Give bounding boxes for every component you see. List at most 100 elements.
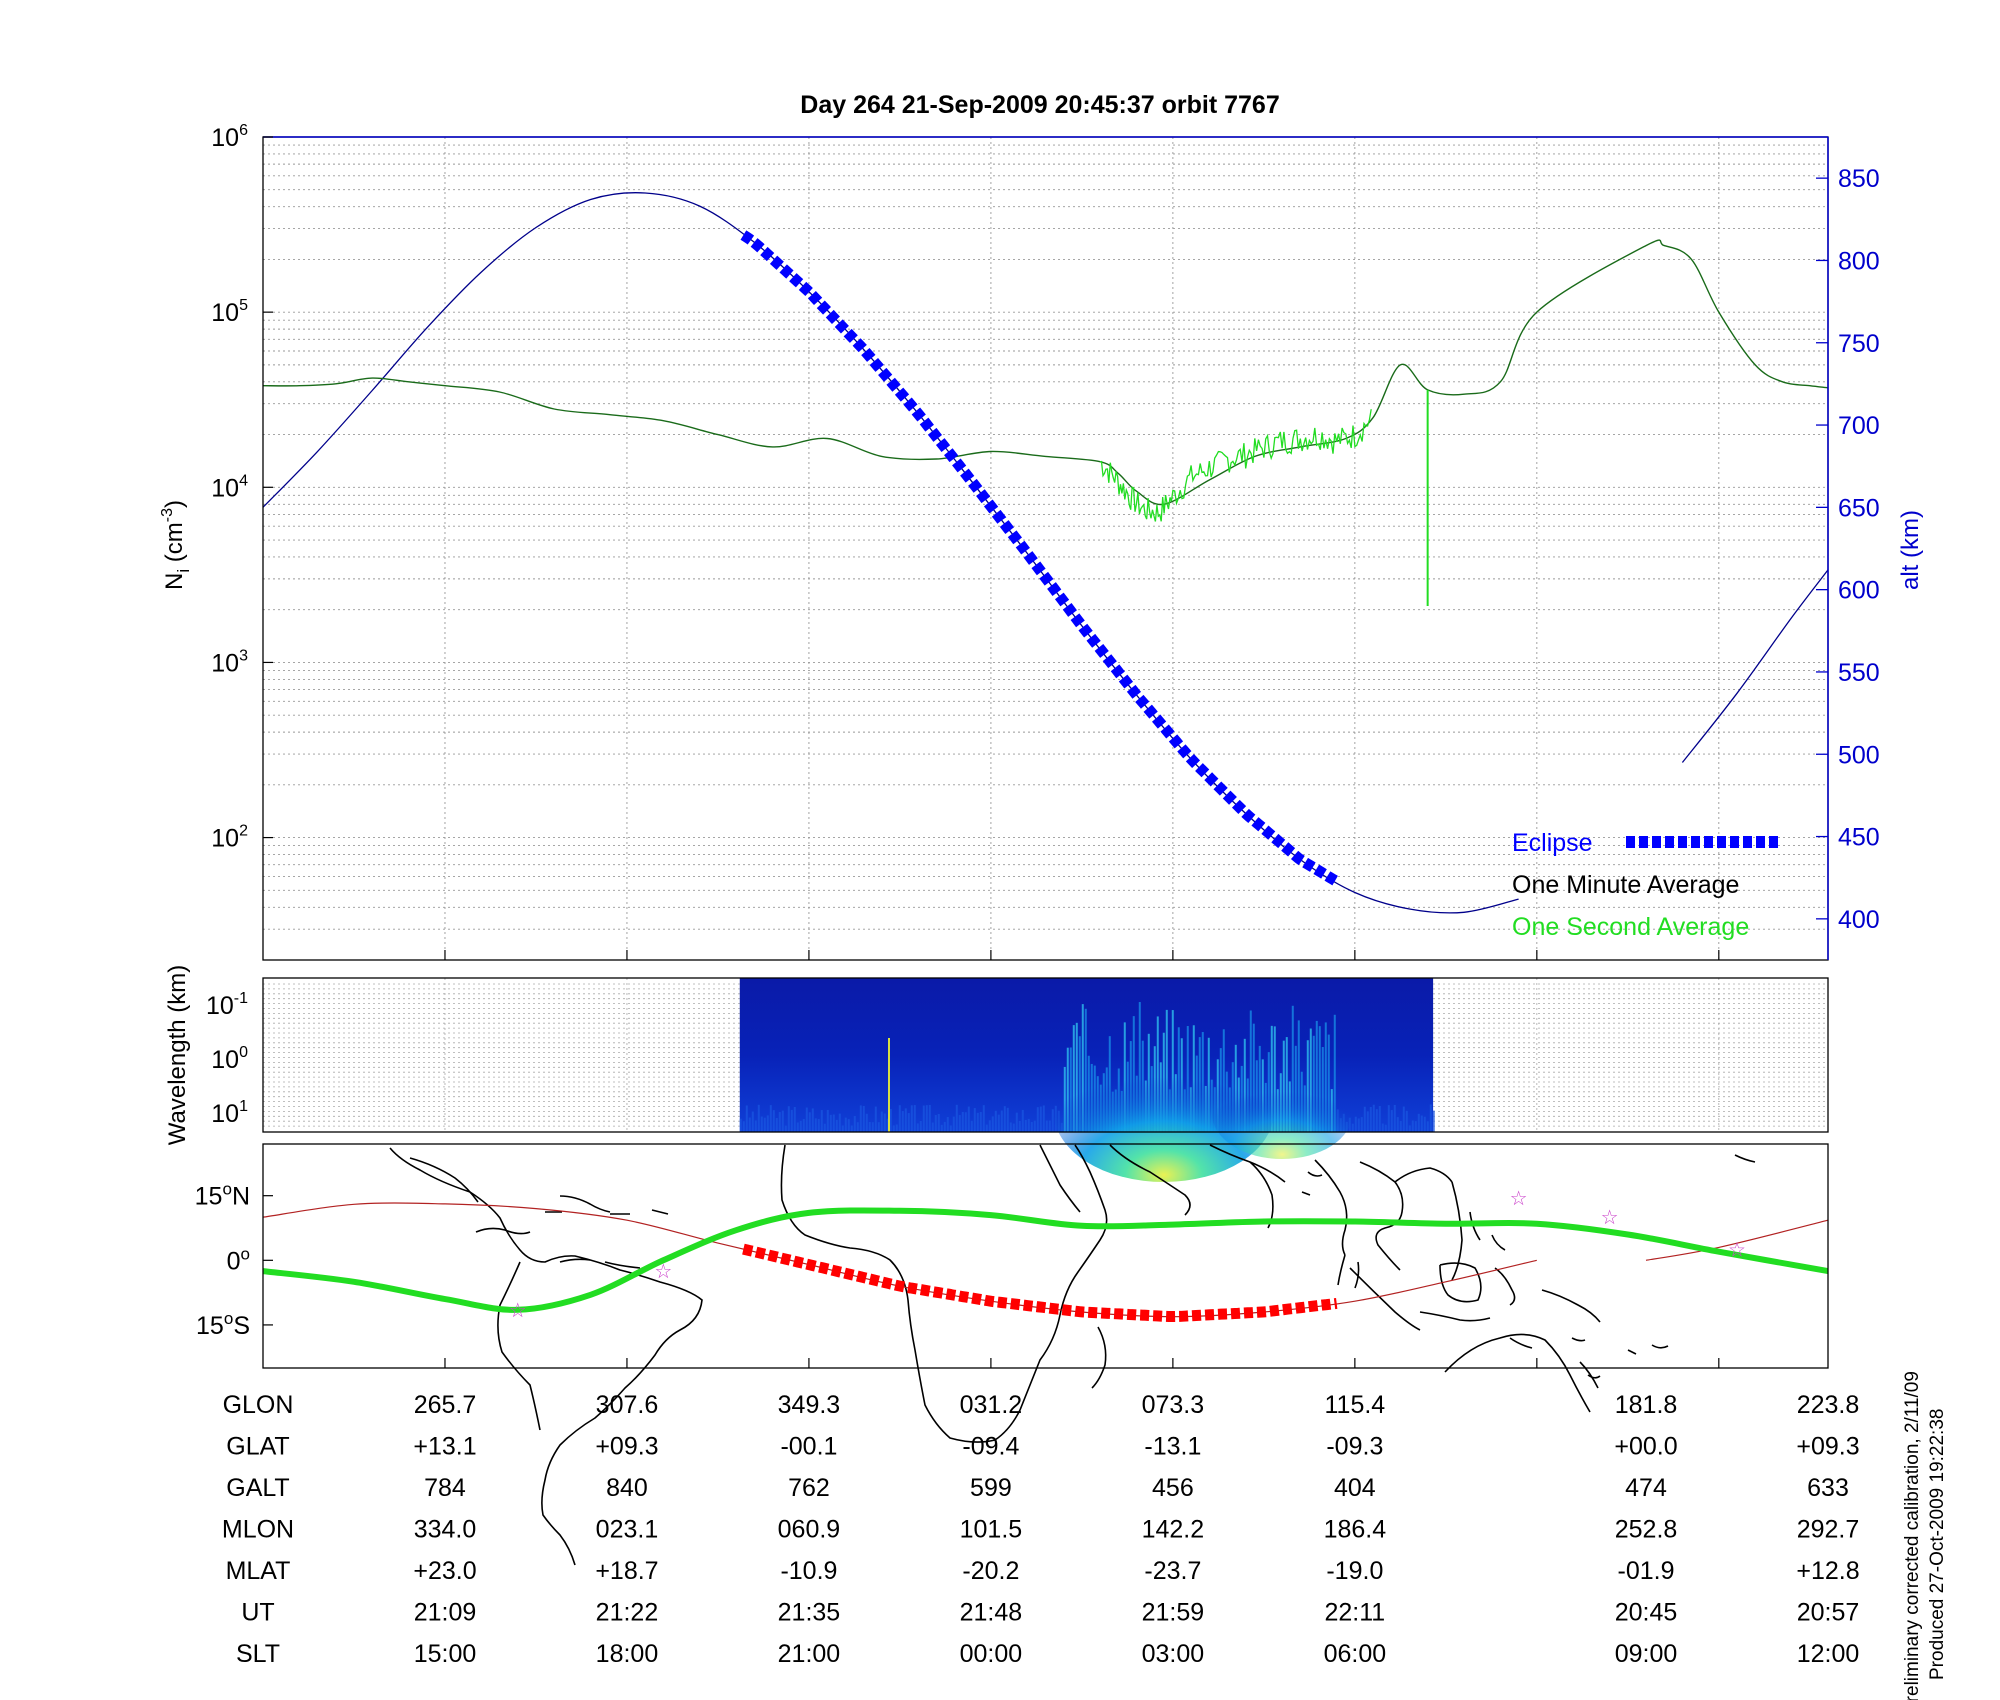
station-star-icon: ☆ (1601, 1207, 1619, 1229)
spectrogram-column (940, 1124, 943, 1132)
table-cell: 06:00 (1324, 1640, 1387, 1668)
spectrogram-column (1006, 1107, 1009, 1132)
altitude-tick-label: 600 (1838, 577, 1880, 605)
spectrogram-column (985, 1124, 988, 1132)
spectrogram-column (964, 1112, 967, 1132)
spectrogram-column (1405, 1110, 1408, 1132)
density-minute-curve (262, 239, 1829, 506)
table-cell: 186.4 (1324, 1516, 1387, 1544)
spectrogram-column (1432, 1110, 1435, 1132)
spectrogram-column (868, 1122, 871, 1132)
spectrogram-column (1387, 1105, 1390, 1132)
table-cell: 292.7 (1797, 1516, 1860, 1544)
spectrogram-image (739, 978, 1435, 1182)
spectrogram-column (1030, 1121, 1033, 1132)
spectrogram-column (1378, 1106, 1381, 1132)
station-star-icon: ☆ (509, 1300, 527, 1322)
spectrogram-column (931, 1122, 934, 1132)
spectrogram-column (784, 1125, 787, 1132)
altitude-tick-label: 750 (1838, 330, 1880, 358)
spectrogram-column (823, 1123, 826, 1132)
table-cell: 115.4 (1325, 1391, 1386, 1419)
spectrogram-column (955, 1104, 958, 1132)
table-cell: 840 (606, 1474, 648, 1502)
spectrogram-column (739, 1118, 742, 1132)
spectrogram-column (919, 1120, 922, 1132)
density-minute-line (262, 239, 1829, 506)
density-tick-label: 106 (211, 122, 248, 152)
table-cell: -10.9 (780, 1557, 837, 1585)
spectrogram-column (1375, 1109, 1378, 1132)
density-second-curve (1099, 389, 1429, 606)
spectrogram-column (832, 1114, 835, 1132)
spectrogram-column (892, 1125, 895, 1132)
table-cell: 20:57 (1797, 1599, 1860, 1627)
spectrogram-column (859, 1105, 862, 1132)
table-cell: 060.9 (778, 1516, 841, 1544)
spectrogram-column (895, 1124, 898, 1132)
spectrogram-column (1048, 1120, 1051, 1132)
spectrogram-column (1000, 1110, 1003, 1132)
spectrogram-column (1009, 1122, 1012, 1132)
spectrogram-column (877, 1122, 880, 1132)
table-cell: 456 (1152, 1474, 1194, 1502)
spectrogram-column (1357, 1118, 1360, 1132)
spectrogram-column (1045, 1120, 1048, 1132)
legend-minute-label: One Minute Average (1512, 871, 1739, 899)
footnote-line2: Produced 27-Oct-2009 19:22:38 (1927, 1409, 1948, 1680)
spectrogram-column (1429, 1104, 1432, 1132)
spectrogram-column (880, 1111, 883, 1132)
spectrogram-column (775, 1118, 778, 1132)
spectrogram-column (973, 1108, 976, 1132)
spectrogram-column (1051, 1109, 1054, 1132)
spectrogram-column (961, 1111, 964, 1132)
spectrogram-column (766, 1115, 769, 1132)
table-cell: 21:09 (414, 1599, 477, 1627)
spectrogram-column (1369, 1106, 1372, 1132)
density-tick-label: 105 (211, 297, 248, 327)
spectrogram-column (937, 1114, 940, 1132)
table-cell: 142.2 (1142, 1516, 1205, 1544)
spectrogram-column (748, 1117, 751, 1132)
spectrogram-column (787, 1106, 790, 1132)
spectrogram-column (946, 1117, 949, 1132)
spectrogram-column (856, 1122, 859, 1132)
table-row-label: GLAT (226, 1433, 289, 1461)
table-cell: 404 (1334, 1474, 1376, 1502)
spectrogram-column (991, 1116, 994, 1132)
spectrogram-column (1354, 1116, 1357, 1132)
spectrogram-column (835, 1119, 838, 1132)
spectrogram-column (1396, 1117, 1399, 1132)
table-cell: +18.7 (595, 1557, 658, 1585)
table-cell: 12:00 (1797, 1640, 1860, 1668)
spectrogram-hotspot (1212, 1069, 1353, 1159)
table-cell: 181.8 (1615, 1391, 1678, 1419)
table-cell: 09:00 (1615, 1640, 1678, 1668)
legend-eclipse-label: Eclipse (1512, 829, 1593, 857)
spectrogram-column (760, 1116, 763, 1132)
spectrogram-column (862, 1105, 865, 1132)
altitude-curve (262, 192, 1829, 914)
altitude-tick-label: 400 (1838, 906, 1880, 934)
altitude-tick-label: 700 (1838, 412, 1880, 440)
spectrogram-column (850, 1125, 853, 1132)
altitude-y-ticks: 400 450 500 550 600 650 700 750 800 850 (1816, 165, 1880, 934)
table-cell: 03:00 (1142, 1640, 1205, 1668)
spectrogram-column (841, 1125, 844, 1132)
table-cell: 599 (970, 1474, 1012, 1502)
station-star-icon: ☆ (1728, 1240, 1746, 1262)
table-cell: -09.3 (1326, 1433, 1383, 1461)
spectrogram-column (1024, 1119, 1027, 1132)
spectrogram-column (910, 1105, 913, 1132)
spectrogram-column (904, 1108, 907, 1132)
table-row-label: GALT (226, 1474, 289, 1502)
spectrogram-column (754, 1120, 757, 1132)
spectrogram-column (1033, 1120, 1036, 1132)
map-tracks: ☆ ☆ ☆ ☆ ☆ (262, 1188, 1829, 1323)
spectrogram-frame (262, 977, 1829, 1133)
station-star-icon: ☆ (654, 1261, 672, 1283)
spectrogram-column (781, 1110, 784, 1132)
map-gridlines (444, 1358, 1720, 1368)
density-tick-label: 104 (211, 472, 248, 502)
table-cell: 15:00 (414, 1640, 477, 1668)
